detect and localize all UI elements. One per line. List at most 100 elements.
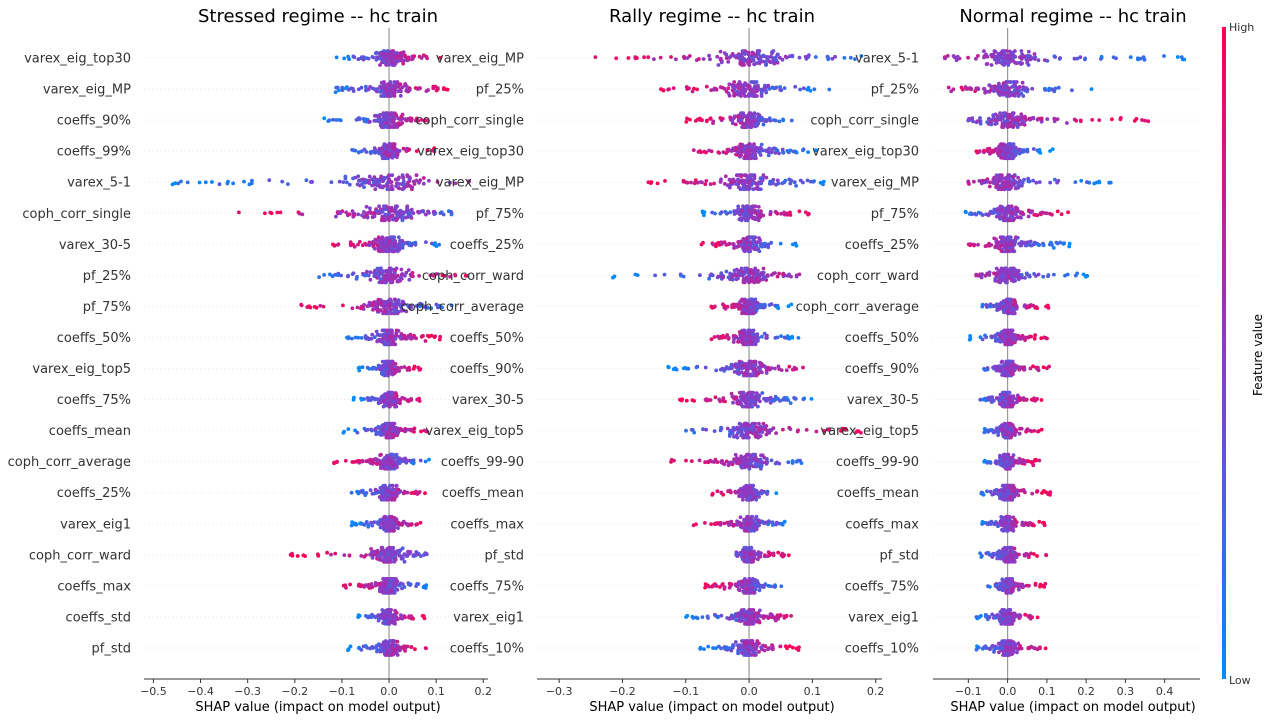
shap-point	[760, 370, 764, 375]
shap-point	[379, 612, 384, 617]
shap-point	[411, 211, 416, 216]
shap-point	[346, 335, 351, 340]
shap-point	[744, 173, 748, 178]
shap-point	[372, 146, 377, 151]
shap-point	[381, 591, 386, 595]
shap-point	[764, 175, 769, 180]
shap-point	[842, 56, 847, 60]
shap-point	[349, 86, 353, 91]
shap-point	[351, 397, 356, 402]
shap-point	[413, 86, 418, 90]
shap-point	[751, 58, 756, 63]
shap-point	[360, 522, 365, 526]
shap-point	[467, 179, 471, 184]
shap-point	[362, 210, 366, 214]
shap-point	[355, 305, 360, 310]
shap-point	[743, 266, 748, 271]
shap-point	[379, 120, 383, 124]
shap-point	[416, 365, 421, 370]
shap-point	[753, 246, 757, 251]
shap-point	[377, 114, 381, 118]
shap-point	[385, 492, 390, 497]
shap-point	[782, 335, 787, 340]
shap-point	[720, 116, 725, 121]
shap-point	[751, 271, 756, 276]
shap-point	[704, 150, 708, 155]
shap-point	[775, 335, 780, 340]
shap-point	[700, 180, 704, 185]
shap-point	[682, 54, 686, 59]
shap-point	[741, 433, 746, 437]
shap-point	[732, 268, 737, 273]
shap-point	[385, 271, 390, 276]
shap-point	[386, 430, 390, 435]
shap-point	[418, 520, 423, 525]
shap-point	[237, 210, 241, 215]
shap-point	[390, 150, 395, 155]
shap-point	[406, 117, 410, 121]
shap-point	[394, 483, 399, 488]
feature-label: varex_eig_MP	[43, 83, 131, 98]
shap-point	[373, 427, 378, 431]
shap-point	[747, 365, 751, 370]
shap-point	[402, 365, 407, 369]
shap-point	[424, 54, 429, 59]
shap-point	[750, 216, 755, 220]
shap-point	[749, 210, 754, 215]
shap-point	[395, 249, 400, 254]
shap-point	[362, 554, 367, 559]
shap-point	[399, 365, 403, 370]
shap-point	[414, 173, 419, 178]
shap-point	[736, 114, 740, 119]
shap-point	[368, 277, 373, 282]
shap-point	[707, 398, 712, 402]
shap-point	[405, 241, 410, 246]
shap-point	[344, 86, 348, 91]
shap-point	[762, 241, 767, 246]
shap-point	[726, 60, 731, 64]
shap-point	[388, 334, 392, 339]
shap-point	[761, 148, 766, 153]
shap-point	[377, 151, 381, 156]
shap-point	[437, 303, 442, 308]
shap-point	[402, 491, 406, 496]
shap-point	[742, 362, 746, 367]
shap-point	[385, 546, 390, 551]
shap-point	[387, 154, 392, 158]
shap-point	[322, 116, 327, 121]
shap-point	[813, 55, 818, 59]
shap-point	[777, 119, 782, 124]
shap-point	[732, 212, 737, 216]
shap-point	[361, 179, 366, 184]
shap-point	[785, 149, 790, 153]
shap-point	[401, 179, 406, 184]
shap-point	[663, 179, 667, 183]
shap-point	[779, 334, 783, 338]
shap-point	[400, 85, 405, 90]
shap-point	[818, 180, 823, 185]
shap-point	[748, 124, 753, 128]
shap-point	[379, 452, 383, 457]
shap-point	[366, 614, 371, 619]
shap-point	[748, 395, 753, 399]
shap-point	[370, 366, 375, 371]
shap-point	[349, 523, 354, 528]
shap-point	[686, 366, 691, 371]
shap-point	[401, 175, 405, 180]
shap-point	[393, 59, 398, 63]
shap-point	[697, 57, 701, 61]
shap-point	[398, 51, 403, 55]
shap-point	[773, 397, 778, 402]
shap-point	[374, 50, 379, 55]
shap-point	[382, 555, 387, 560]
shap-point	[386, 94, 390, 98]
shap-point	[203, 180, 208, 185]
shap-point	[762, 86, 767, 90]
shap-point	[775, 211, 780, 216]
shap-point	[400, 121, 405, 125]
shap-point	[750, 181, 755, 186]
shap-point	[359, 583, 364, 587]
shap-point	[304, 178, 309, 183]
shap-point	[711, 87, 716, 92]
shap-point	[772, 61, 777, 66]
